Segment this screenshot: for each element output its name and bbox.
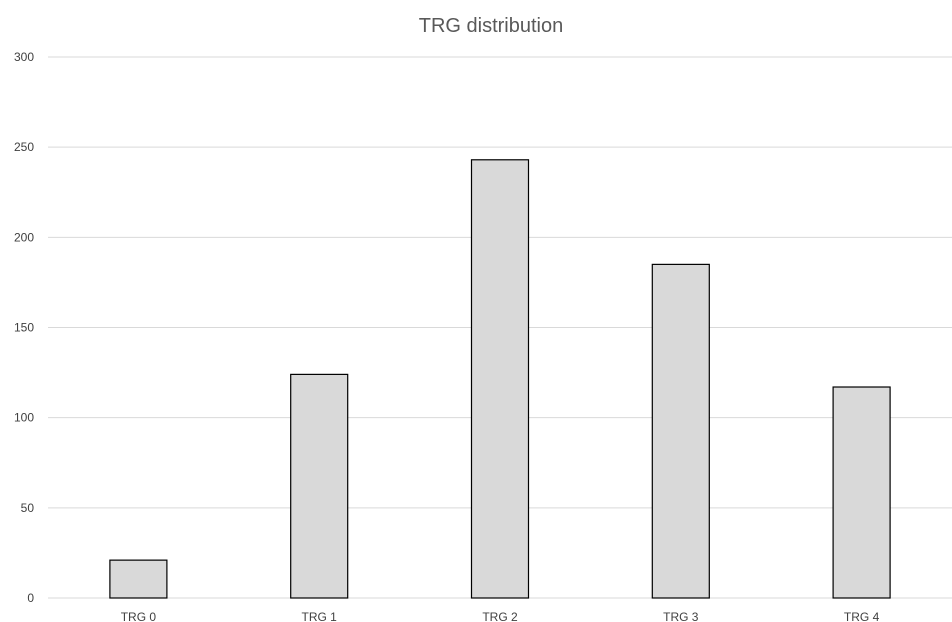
y-tick-label: 150 bbox=[14, 321, 34, 335]
y-tick-label: 250 bbox=[14, 140, 34, 154]
x-axis: TRG 0 TRG 1 TRG 2 TRG 3 TRG 4 bbox=[121, 610, 880, 622]
y-axis: 0 50 100 150 200 250 300 bbox=[14, 50, 34, 605]
y-tick-label: 0 bbox=[27, 591, 34, 605]
bar-trg-3 bbox=[651, 263, 710, 599]
x-tick-label: TRG 0 bbox=[121, 610, 157, 622]
chart-title: TRG distribution bbox=[419, 15, 564, 37]
x-tick-label: TRG 2 bbox=[482, 610, 518, 622]
y-tick-label: 50 bbox=[21, 501, 35, 515]
bar-trg-2 bbox=[470, 159, 530, 599]
y-tick-label: 100 bbox=[14, 411, 34, 425]
bar-trg-1 bbox=[290, 373, 349, 599]
x-tick-label: TRG 1 bbox=[302, 610, 338, 622]
bar-trg-4 bbox=[832, 386, 891, 599]
bar-trg-0 bbox=[109, 559, 168, 599]
x-tick-label: TRG 4 bbox=[844, 610, 880, 622]
bars bbox=[109, 159, 891, 599]
x-tick-label: TRG 3 bbox=[663, 610, 699, 622]
y-tick-label: 200 bbox=[14, 230, 34, 244]
y-tick-label: 300 bbox=[14, 50, 34, 64]
